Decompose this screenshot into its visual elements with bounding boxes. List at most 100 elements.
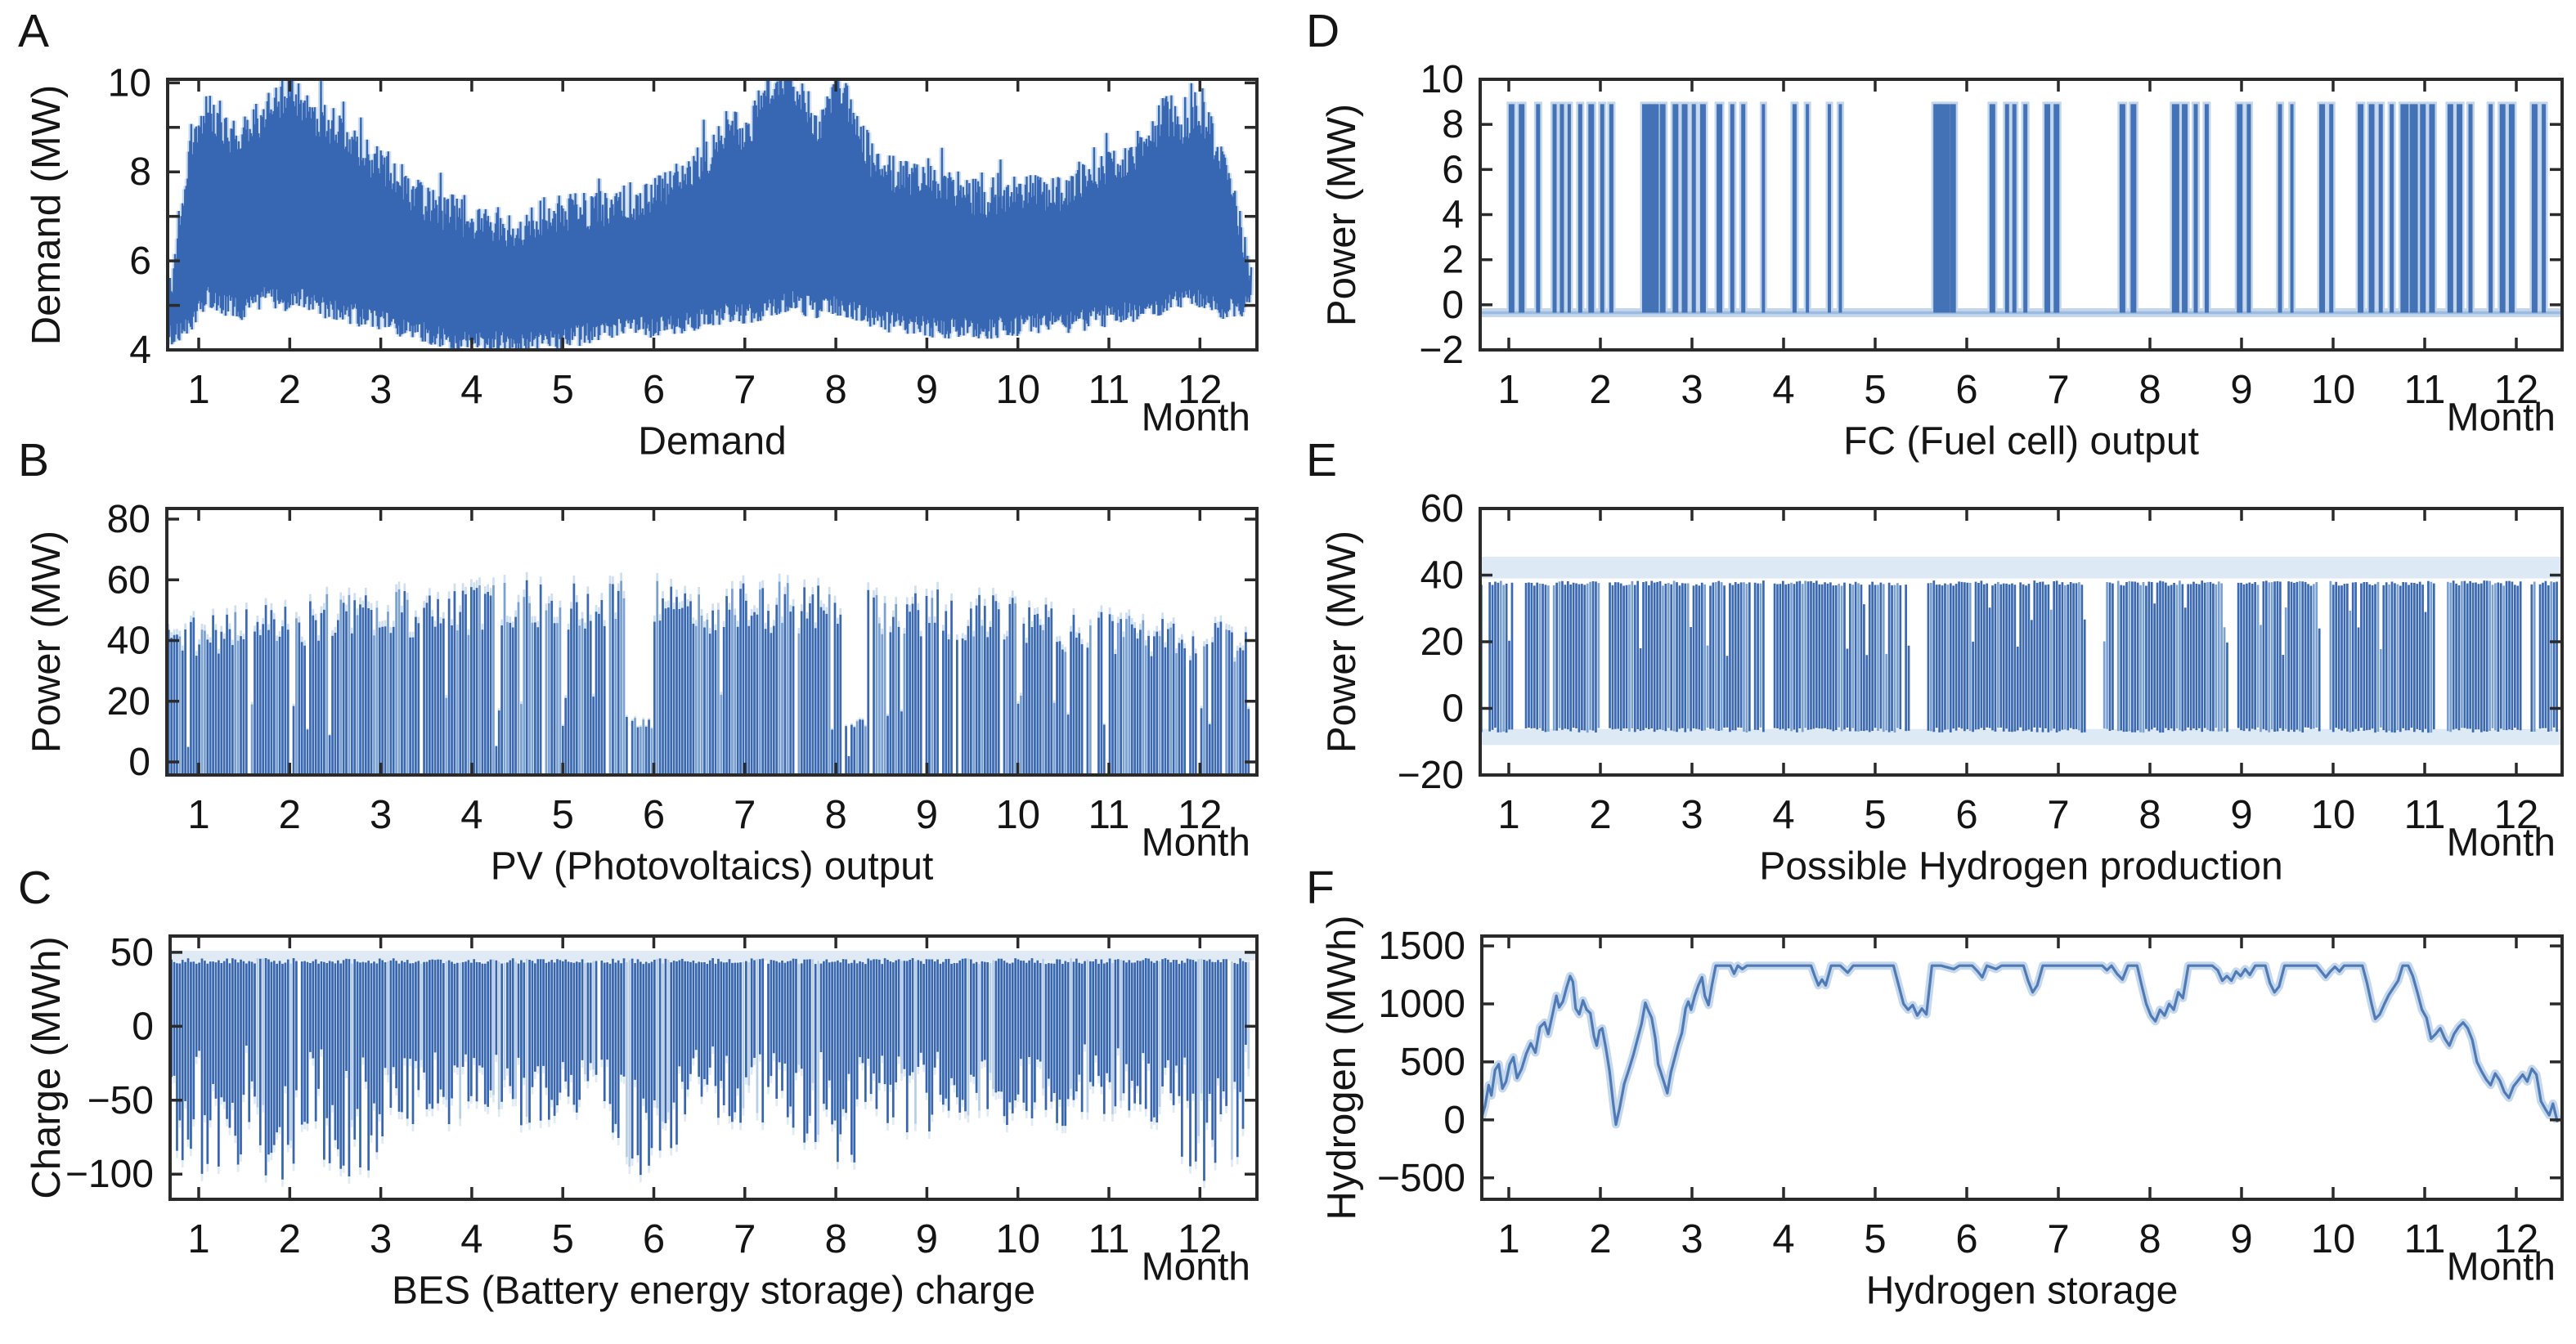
x-tick-label: 3 [1681, 368, 1703, 412]
panel-A-series [168, 80, 1254, 349]
x-tick-label: 3 [1681, 1217, 1703, 1261]
x-tick-label: 11 [1088, 1217, 1130, 1261]
x-tick-label: 6 [643, 793, 665, 837]
x-tick-label: 9 [2230, 793, 2252, 837]
x-tick-label: 7 [2047, 1217, 2069, 1261]
y-tick-label: 8 [1442, 103, 1464, 146]
x-tick-label: 9 [2230, 1217, 2252, 1261]
y-tick-label: 20 [1420, 620, 1464, 664]
x-tick-label: 6 [1955, 368, 1977, 412]
x-tick-label: 8 [824, 1217, 846, 1261]
x-tick-label: 4 [1772, 1217, 1794, 1261]
x-tick-label: 11 [2404, 1217, 2446, 1261]
x-tick-label: 6 [643, 368, 665, 412]
y-tick-label: 0 [1443, 1099, 1465, 1142]
x-tick-label: 1 [1497, 1217, 1519, 1261]
axes-box [166, 78, 1259, 352]
x-tick-label: 10 [995, 793, 1040, 837]
x-tick-label: 2 [1589, 1217, 1611, 1261]
y-tick-label: 10 [1420, 58, 1464, 101]
x-tick-label: 7 [734, 1217, 756, 1261]
axis-ticks [1480, 78, 2562, 352]
x-tick-label: 6 [643, 1217, 665, 1261]
x-tick-label: 11 [2404, 368, 2446, 412]
x-tick-label: 8 [824, 793, 846, 837]
y-tick-label: −2 [1419, 329, 1464, 372]
axis-ticks [168, 79, 1257, 352]
x-tick-label: 9 [916, 1217, 938, 1261]
y-tick-label: 40 [1420, 554, 1464, 598]
x-tick-label: 1 [187, 793, 209, 837]
axis-ticks [170, 936, 1257, 1199]
x-tick-label: 12 [1178, 368, 1223, 412]
y-tick-label: 4 [1442, 194, 1464, 237]
panel-D-series [1481, 101, 2561, 317]
x-tick-label: 12 [2494, 793, 2539, 837]
y-tick-label: −500 [1377, 1157, 1465, 1200]
x-tick-label: 4 [460, 793, 482, 837]
axis-ticks [1482, 936, 2562, 1199]
x-tick-label: 5 [552, 793, 574, 837]
panel-E-series [1481, 557, 2561, 746]
x-tick-label: 5 [552, 1217, 574, 1261]
x-tick-label: 1 [187, 1217, 209, 1261]
x-tick-label: 4 [460, 368, 482, 412]
y-tick-label: 80 [107, 498, 150, 541]
axis-ticks [1480, 507, 2562, 777]
x-tick-label: 4 [1772, 793, 1794, 837]
panel-F-series [1483, 961, 2561, 1129]
y-tick-label: 8 [129, 150, 151, 194]
x-tick-label: 8 [824, 368, 846, 412]
x-tick-label: 9 [916, 368, 938, 412]
x-tick-label: 3 [370, 793, 392, 837]
x-tick-label: 9 [916, 793, 938, 837]
y-tick-label: 2 [1442, 239, 1464, 282]
x-tick-label: 2 [1589, 368, 1611, 412]
x-tick-label: 6 [1955, 1217, 1977, 1261]
x-tick-label: 4 [1772, 368, 1794, 412]
x-tick-label: 10 [995, 368, 1040, 412]
x-tick-label: 5 [1864, 793, 1886, 837]
x-tick-label: 7 [734, 793, 756, 837]
x-tick-label: 2 [279, 368, 301, 412]
x-tick-label: 2 [1589, 793, 1611, 837]
x-tick-label: 1 [187, 368, 209, 412]
x-tick-label: 12 [1178, 793, 1223, 837]
y-tick-label: 60 [107, 558, 150, 602]
x-tick-label: 10 [995, 1217, 1040, 1261]
y-tick-label: 0 [128, 741, 150, 784]
x-tick-label: 10 [2311, 793, 2356, 837]
x-tick-label: 8 [2138, 1217, 2161, 1261]
panel-B-series [168, 571, 1250, 774]
x-tick-label: 12 [2494, 368, 2539, 412]
y-tick-label: 4 [129, 329, 151, 372]
x-tick-label: 7 [734, 368, 756, 412]
axis-ticks [167, 508, 1257, 775]
x-tick-label: 3 [1681, 793, 1703, 837]
y-tick-label: 40 [107, 620, 150, 663]
y-tick-label: 500 [1400, 1041, 1465, 1084]
y-tick-label: −20 [1398, 754, 1464, 797]
y-tick-label: 10 [108, 61, 151, 105]
x-tick-label: 5 [552, 368, 574, 412]
x-tick-label: 1 [1497, 793, 1519, 837]
y-tick-label: 6 [1442, 148, 1464, 191]
x-tick-label: 2 [279, 793, 301, 837]
x-tick-label: 10 [2311, 1217, 2356, 1261]
y-tick-label: 1500 [1378, 925, 1465, 968]
x-tick-label: 4 [460, 1217, 482, 1261]
x-tick-label: 11 [1088, 793, 1130, 837]
y-tick-label: −50 [88, 1079, 154, 1122]
x-tick-label: 3 [370, 368, 392, 412]
x-tick-label: 10 [2311, 368, 2356, 412]
x-tick-label: 5 [1864, 368, 1886, 412]
x-tick-label: 11 [2404, 793, 2446, 837]
y-tick-label: 1000 [1378, 983, 1465, 1026]
